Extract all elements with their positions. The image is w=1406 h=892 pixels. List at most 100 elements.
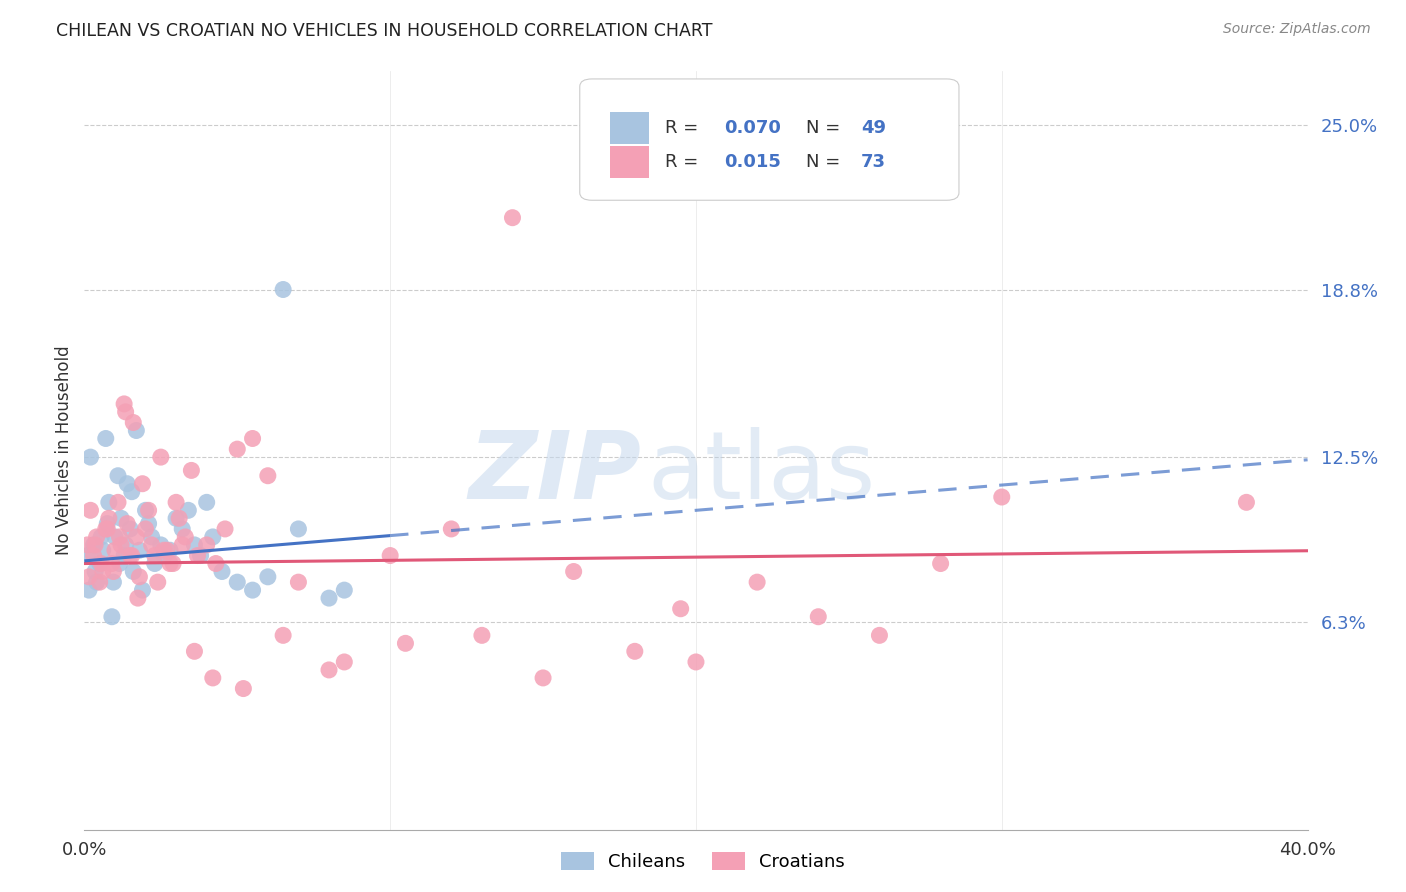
Point xyxy=(128,543,150,558)
Point xyxy=(131,583,153,598)
Point xyxy=(112,397,135,411)
Point xyxy=(91,565,114,579)
Point xyxy=(128,570,150,584)
Point xyxy=(135,522,157,536)
Point xyxy=(172,522,194,536)
Point xyxy=(131,476,153,491)
FancyBboxPatch shape xyxy=(579,79,959,201)
Point xyxy=(201,530,224,544)
Point xyxy=(531,671,554,685)
Point xyxy=(107,495,129,509)
Point xyxy=(271,283,294,297)
Point xyxy=(122,565,145,579)
Point xyxy=(107,468,129,483)
Text: R =: R = xyxy=(665,120,704,137)
Point xyxy=(156,543,179,558)
Point xyxy=(97,511,120,525)
Point xyxy=(232,681,254,696)
Point xyxy=(86,530,108,544)
Point xyxy=(257,570,280,584)
Point xyxy=(90,530,112,544)
Point xyxy=(94,432,117,446)
Point xyxy=(104,530,127,544)
Point xyxy=(77,570,100,584)
Point xyxy=(287,575,309,590)
Point xyxy=(138,516,160,531)
Point xyxy=(869,628,891,642)
Point xyxy=(76,549,98,563)
Point xyxy=(190,549,212,563)
Point xyxy=(214,522,236,536)
Point xyxy=(318,663,340,677)
Point xyxy=(183,644,205,658)
Point xyxy=(624,644,647,658)
Point xyxy=(380,549,402,563)
Point xyxy=(685,655,707,669)
Point xyxy=(394,636,416,650)
Point xyxy=(991,490,1014,504)
Point xyxy=(143,549,166,563)
Point xyxy=(122,416,145,430)
Point xyxy=(138,503,160,517)
Point xyxy=(333,583,356,598)
Point xyxy=(183,538,205,552)
Point xyxy=(149,538,172,552)
Point xyxy=(120,549,142,563)
Point xyxy=(149,450,172,464)
Point xyxy=(91,543,114,558)
Point xyxy=(165,511,187,525)
Point xyxy=(120,522,142,536)
Text: 49: 49 xyxy=(860,120,886,137)
Text: R =: R = xyxy=(665,153,704,171)
Point xyxy=(807,609,830,624)
Point xyxy=(205,557,228,571)
Point xyxy=(159,557,181,571)
Point xyxy=(108,557,131,571)
Text: N =: N = xyxy=(806,120,846,137)
Point xyxy=(76,538,98,552)
Point xyxy=(141,530,163,544)
Legend: Chileans, Croatians: Chileans, Croatians xyxy=(554,845,852,879)
Point xyxy=(242,583,264,598)
Point xyxy=(97,495,120,509)
Point xyxy=(195,538,218,552)
Point xyxy=(143,557,166,571)
Point xyxy=(159,543,181,558)
Point xyxy=(90,557,112,571)
Point xyxy=(110,511,132,525)
Point xyxy=(747,575,769,590)
Point xyxy=(180,463,202,477)
Point xyxy=(471,628,494,642)
Point xyxy=(177,503,200,517)
Point xyxy=(562,565,585,579)
Text: N =: N = xyxy=(806,153,846,171)
Point xyxy=(77,583,100,598)
Point xyxy=(146,575,169,590)
Point xyxy=(242,432,264,446)
Point xyxy=(101,609,124,624)
Text: atlas: atlas xyxy=(647,427,876,519)
Point xyxy=(83,549,105,563)
Point xyxy=(121,484,143,499)
Point xyxy=(929,557,952,571)
Point xyxy=(226,575,249,590)
Text: ZIP: ZIP xyxy=(468,427,641,519)
Point xyxy=(112,549,135,563)
Point xyxy=(84,538,107,552)
Text: CHILEAN VS CROATIAN NO VEHICLES IN HOUSEHOLD CORRELATION CHART: CHILEAN VS CROATIAN NO VEHICLES IN HOUSE… xyxy=(56,22,713,40)
Point xyxy=(135,503,157,517)
Text: Source: ZipAtlas.com: Source: ZipAtlas.com xyxy=(1223,22,1371,37)
Point xyxy=(94,522,117,536)
Point xyxy=(669,601,692,615)
Point xyxy=(96,522,118,536)
Point xyxy=(440,522,463,536)
Point xyxy=(121,549,143,563)
Point xyxy=(114,538,136,552)
Text: 0.070: 0.070 xyxy=(724,120,780,137)
Point xyxy=(153,543,176,558)
Point xyxy=(104,543,127,558)
Point xyxy=(141,538,163,552)
Point xyxy=(257,468,280,483)
Point xyxy=(115,476,138,491)
Point xyxy=(318,591,340,606)
